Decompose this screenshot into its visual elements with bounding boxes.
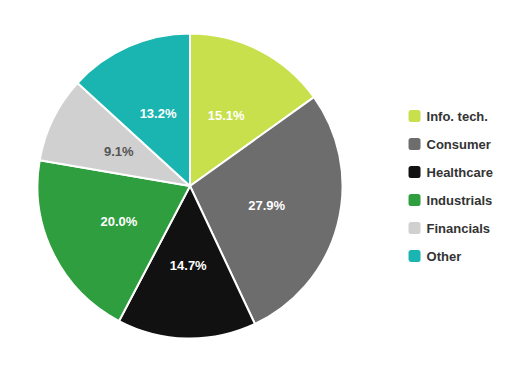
svg-text:27.9%: 27.9% xyxy=(248,198,285,213)
svg-text:Other: Other xyxy=(427,249,462,264)
svg-text:Healthcare: Healthcare xyxy=(427,165,493,180)
svg-text:Consumer: Consumer xyxy=(427,137,491,152)
svg-text:20.0%: 20.0% xyxy=(100,214,137,229)
svg-text:14.7%: 14.7% xyxy=(170,258,207,273)
svg-text:15.1%: 15.1% xyxy=(208,108,245,123)
svg-text:13.2%: 13.2% xyxy=(140,106,177,121)
svg-text:Financials: Financials xyxy=(427,221,491,236)
svg-text:Info. tech.: Info. tech. xyxy=(427,109,488,124)
svg-text:Industrials: Industrials xyxy=(427,193,493,208)
svg-text:9.1%: 9.1% xyxy=(104,144,134,159)
